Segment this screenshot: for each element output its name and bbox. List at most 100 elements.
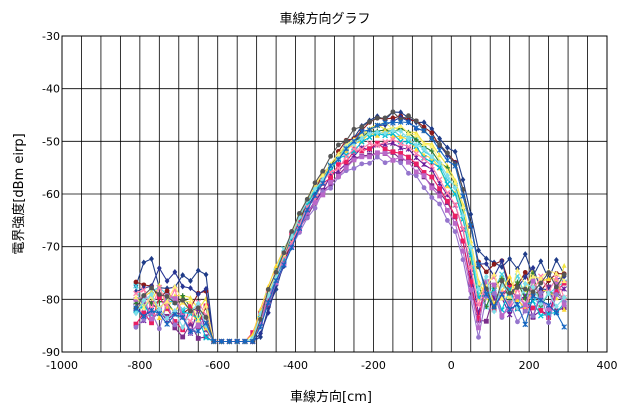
data-point <box>421 124 427 130</box>
data-point <box>343 154 350 160</box>
data-point <box>133 279 139 285</box>
data-point <box>133 296 139 302</box>
data-point <box>281 250 287 256</box>
x-tick-label: 0 <box>448 359 455 372</box>
data-point <box>421 141 427 147</box>
data-point <box>367 160 372 166</box>
data-point <box>374 154 380 160</box>
data-point <box>429 125 435 132</box>
data-point <box>553 310 560 316</box>
data-point <box>476 286 481 293</box>
data-point <box>390 109 396 115</box>
data-point <box>382 139 388 145</box>
data-point <box>499 291 505 298</box>
data-point <box>553 282 559 287</box>
chart-title: 車線方向グラフ <box>279 11 370 27</box>
data-point <box>367 119 372 125</box>
data-point <box>429 143 435 149</box>
data-point <box>359 154 365 160</box>
data-point <box>382 119 388 126</box>
y-tick-label: -90 <box>42 346 60 359</box>
data-point <box>180 293 186 298</box>
y-tick-label: -30 <box>42 30 60 43</box>
data-point <box>452 229 458 235</box>
data-point <box>468 279 474 285</box>
data-point <box>133 288 139 295</box>
data-point <box>156 315 162 320</box>
data-point <box>343 142 349 147</box>
data-point <box>203 285 209 292</box>
data-point <box>343 138 349 144</box>
data-point <box>398 151 404 156</box>
data-point <box>351 166 357 171</box>
data-point <box>258 320 263 325</box>
data-point <box>546 270 552 275</box>
data-point <box>188 303 193 308</box>
data-point <box>141 293 147 298</box>
data-point <box>359 124 365 130</box>
data-point <box>203 271 209 278</box>
data-point <box>522 286 528 292</box>
data-point <box>156 284 163 291</box>
data-point <box>374 140 380 146</box>
data-point <box>561 324 567 330</box>
data-point <box>537 312 544 319</box>
data-point <box>421 119 427 126</box>
data-point <box>188 285 193 292</box>
data-point <box>452 185 458 192</box>
data-point <box>203 320 209 326</box>
data-point <box>351 138 357 145</box>
data-point <box>382 130 388 137</box>
data-point <box>538 285 544 292</box>
data-point <box>406 159 411 165</box>
data-point <box>421 155 427 162</box>
data-point <box>234 338 240 345</box>
data-point <box>428 163 435 169</box>
data-point <box>188 308 193 314</box>
data-point <box>297 210 302 216</box>
data-point <box>514 301 521 308</box>
data-point <box>289 228 295 234</box>
data-point <box>467 223 474 229</box>
data-point <box>460 225 466 232</box>
data-point <box>335 151 341 156</box>
data-point <box>397 119 404 125</box>
data-point <box>180 324 186 331</box>
data-point <box>335 165 342 172</box>
data-point <box>133 283 139 289</box>
data-point <box>444 207 450 213</box>
data-point <box>553 284 559 290</box>
data-point <box>180 272 186 279</box>
data-point <box>187 328 194 335</box>
data-point <box>437 201 443 207</box>
data-point <box>553 257 559 264</box>
y-tick-label: -60 <box>42 188 60 201</box>
data-point <box>140 313 147 320</box>
data-point <box>444 168 450 174</box>
data-point <box>413 130 419 136</box>
data-point <box>195 317 201 323</box>
data-point <box>437 159 443 166</box>
data-point <box>483 269 489 275</box>
data-point <box>437 186 443 192</box>
data-point <box>475 302 482 308</box>
data-point <box>476 316 481 321</box>
data-point <box>312 186 318 193</box>
data-point <box>444 181 451 187</box>
data-point <box>507 255 513 262</box>
data-point <box>522 302 528 308</box>
data-point <box>406 170 411 176</box>
data-point <box>133 290 139 297</box>
data-point <box>312 200 318 206</box>
data-point <box>133 321 139 327</box>
data-point <box>436 176 443 183</box>
x-tick-label: -200 <box>361 359 386 372</box>
data-point <box>374 129 380 136</box>
data-point <box>281 262 287 268</box>
data-point <box>413 169 419 175</box>
data-point <box>211 338 217 345</box>
x-tick-label: 400 <box>597 359 618 372</box>
data-point <box>398 160 404 166</box>
